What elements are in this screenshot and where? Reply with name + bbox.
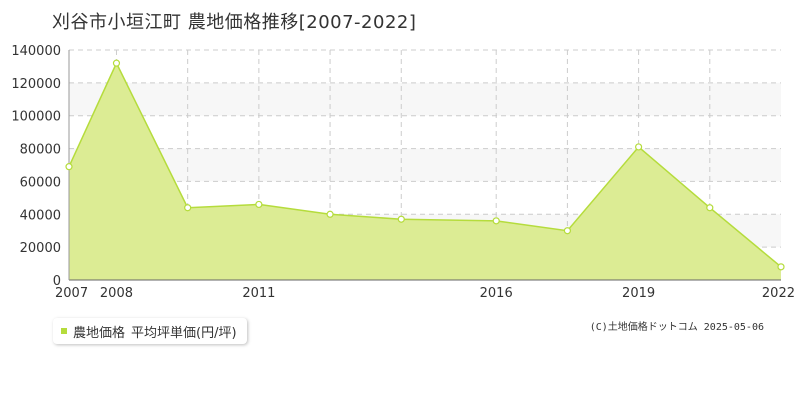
chart-title: 刈谷市小垣江町 農地価格推移[2007-2022] [52, 12, 417, 33]
data-point [777, 263, 785, 271]
legend-swatch [61, 328, 67, 334]
data-point [255, 200, 263, 209]
y-tick-label: 120000 [11, 77, 61, 92]
y-tick-label: 20000 [20, 241, 61, 256]
y-tick-label: 80000 [20, 143, 61, 158]
x-tick-label: 2019 [622, 286, 655, 301]
x-tick-label: 2008 [100, 286, 133, 301]
x-tick-label: 2016 [480, 286, 513, 301]
data-point [184, 204, 192, 212]
data-point [65, 163, 73, 171]
data-point [706, 204, 714, 212]
x-tick-label: 2011 [242, 286, 275, 301]
y-tick-label: 60000 [20, 175, 61, 190]
legend-series-label: 農地価格 [73, 325, 126, 341]
x-tick-label: 2007 [55, 286, 88, 301]
y-tick-label: 100000 [11, 110, 61, 125]
legend[interactable]: 農地価格 平均坪単価(円/坪) [53, 318, 247, 344]
data-point [397, 215, 405, 223]
data-point [492, 217, 500, 225]
data-points [65, 59, 785, 271]
data-point [563, 227, 572, 235]
data-point [634, 143, 643, 151]
y-tick-labels: 0 20000 40000 60000 80000 100000 120000 140000 [11, 44, 61, 289]
y-tick-label: 140000 [11, 44, 61, 59]
y-tick-label: 0 [53, 274, 61, 289]
data-point [326, 210, 334, 218]
data-point [112, 59, 121, 67]
legend-unit-label: 平均坪単価(円/坪) [131, 325, 237, 341]
x-tick-labels: 2007 2008 2011 2016 2019 2022 [55, 286, 795, 301]
y-tick-label: 40000 [20, 208, 61, 223]
area-fill [69, 63, 781, 281]
plot-band [69, 82, 781, 116]
copyright-text: (C)土地価格ドットコム 2025-05-06 [589, 322, 764, 333]
x-tick-label: 2022 [762, 286, 795, 301]
